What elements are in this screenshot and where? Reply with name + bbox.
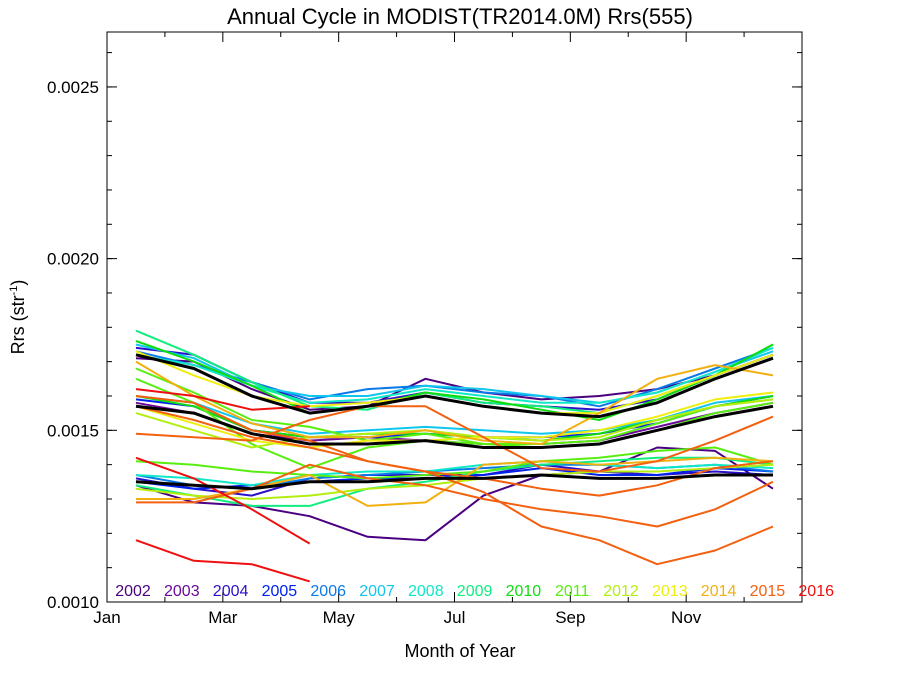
series-line-32 — [135, 539, 310, 583]
legend-entry-2014: 2014 — [701, 583, 737, 600]
plot-lines — [135, 329, 774, 583]
y-tick-label: 0.0020 — [47, 250, 99, 269]
series-line-15 — [135, 340, 774, 421]
y-tick-label: 0.0015 — [47, 421, 99, 440]
y-axis-label-close: ) — [8, 280, 28, 286]
plot-frame — [106, 31, 803, 603]
series-line-24 — [135, 360, 774, 445]
legend-entry-2004: 2004 — [213, 583, 249, 600]
x-tick-label: Nov — [671, 608, 702, 627]
series-line-23 — [135, 391, 774, 449]
legend-entry-2012: 2012 — [603, 583, 639, 600]
x-tick-label: Jan — [93, 608, 120, 627]
series-line-12 — [135, 460, 774, 487]
series-line-31 — [135, 456, 311, 545]
mean-line-33 — [135, 353, 774, 419]
x-tick-label: Jul — [444, 608, 466, 627]
x-tick-label: May — [323, 608, 356, 627]
y-tick-label: 0.0010 — [47, 593, 99, 612]
mean-line-34 — [135, 404, 774, 449]
series-line-20 — [135, 398, 774, 449]
series-line-28 — [135, 395, 774, 566]
series-line-30 — [135, 388, 310, 411]
x-tick-label: Mar — [208, 608, 238, 627]
y-axis-label-main: Rrs (str — [8, 295, 28, 354]
series-line-0 — [135, 353, 774, 411]
series-line-26 — [135, 405, 774, 473]
mean-line-35 — [135, 473, 773, 491]
series-line-29 — [135, 405, 774, 497]
legend-entry-2003: 2003 — [164, 583, 200, 600]
x-tick-label: Sep — [555, 608, 585, 627]
legend-entry-2002: 2002 — [115, 583, 151, 600]
x-ticks: Jan Mar May Jul Sep Nov — [93, 32, 745, 627]
series-line-7 — [135, 346, 774, 408]
chart-title: Annual Cycle in MODIST(TR2014.0M) Rrs(55… — [227, 4, 693, 29]
y-ticks: 0.0010 0.0015 0.0020 0.0025 — [47, 52, 802, 612]
legend-entry-2016: 2016 — [798, 583, 834, 600]
legend-entry-2005: 2005 — [262, 583, 298, 600]
legend-entry-2015: 2015 — [750, 583, 786, 600]
legend-entry-2010: 2010 — [506, 583, 542, 600]
legend: 2002 2003 2004 2005 2006 2007 2008 2009 2010 2011… — [115, 583, 834, 600]
series-line-18 — [135, 446, 774, 480]
y-axis-label: Rrs (str-1) — [8, 280, 28, 355]
legend-entry-2013: 2013 — [652, 583, 688, 600]
y-axis-label-sup: -1 — [8, 286, 20, 296]
legend-entry-2008: 2008 — [408, 583, 444, 600]
x-axis-label: Month of Year — [404, 641, 515, 661]
legend-entry-2011: 2011 — [555, 583, 590, 600]
series-line-1 — [135, 446, 774, 542]
legend-entry-2007: 2007 — [359, 583, 395, 600]
series-line-27 — [136, 463, 774, 528]
y-tick-label: 0.0025 — [47, 78, 99, 97]
legend-entry-2009: 2009 — [457, 583, 493, 600]
legend-entry-2006: 2006 — [310, 583, 346, 600]
